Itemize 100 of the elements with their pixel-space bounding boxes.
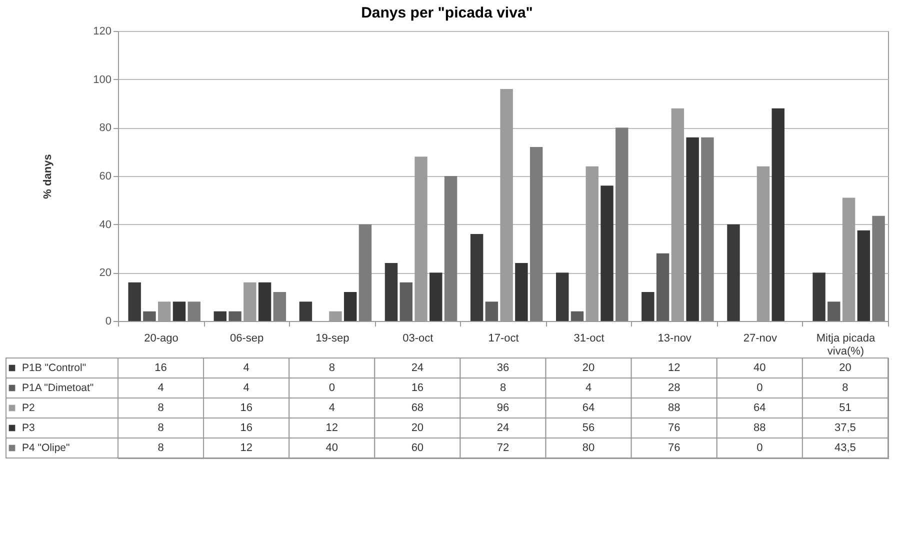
data-label: 8: [158, 442, 164, 454]
data-label: 20: [839, 362, 852, 374]
data-label: 68: [411, 402, 424, 414]
bar: [273, 292, 286, 321]
bar: [444, 176, 458, 321]
data-label: 8: [842, 382, 848, 394]
data-label: 64: [754, 402, 766, 414]
data-label: 8: [328, 362, 335, 374]
legend-label: P3: [22, 422, 36, 434]
bar: [172, 302, 186, 321]
data-label: 4: [243, 382, 250, 394]
data-label: 8: [158, 422, 164, 434]
bar: [344, 292, 357, 321]
data-label: 72: [496, 442, 510, 454]
bar: [600, 186, 614, 321]
bar: [570, 311, 584, 321]
data-label: 60: [411, 442, 424, 454]
data-label: 16: [240, 402, 252, 414]
y-tick-label: 40: [99, 218, 112, 231]
bar: [772, 108, 784, 321]
data-label: 88: [754, 422, 766, 434]
data-label: 36: [496, 362, 510, 374]
bar: [616, 128, 628, 321]
x-tick-label: 17-oct: [488, 332, 519, 344]
data-label: 0: [756, 382, 763, 394]
x-tick-label: 03-oct: [402, 332, 434, 344]
data-label: 12: [668, 362, 680, 374]
bar: [727, 224, 740, 321]
bar: [872, 216, 885, 321]
data-label: 37,5: [834, 422, 856, 434]
data-label: 4: [158, 382, 164, 394]
data-label: 20: [411, 422, 424, 434]
data-label: 40: [754, 362, 766, 374]
bar: [686, 137, 699, 321]
data-label: 4: [328, 402, 335, 414]
bar: [384, 263, 398, 321]
data-label: 96: [496, 402, 510, 414]
bar: [812, 272, 826, 321]
bar: [228, 311, 242, 321]
data-label: 0: [328, 382, 335, 394]
data-label: 80: [582, 442, 595, 454]
data-label: 0: [756, 442, 763, 454]
data-label: 64: [582, 402, 595, 414]
data-label: 51: [839, 402, 852, 414]
bar: [299, 302, 312, 321]
x-tick-label: 31-oct: [574, 332, 604, 344]
x-tick-label: 06-sep: [230, 332, 264, 344]
data-label: 20: [582, 362, 595, 374]
data-label: 24: [496, 422, 510, 434]
data-label: 56: [582, 422, 595, 434]
data-label: 16: [411, 382, 424, 394]
data-label: 28: [668, 382, 680, 394]
bar: [530, 147, 543, 321]
bar: [556, 272, 569, 321]
y-tick-label: 20: [99, 267, 112, 280]
chart-title: Danys per "picada viva": [361, 4, 533, 22]
y-axis-title: % danys: [42, 154, 54, 199]
data-label: 8: [158, 402, 164, 414]
bar: [470, 234, 484, 321]
bar: [214, 311, 227, 321]
data-label: 12: [240, 442, 252, 454]
x-tick-label: 19-sep: [316, 332, 350, 344]
x-tick-label: 27-nov: [743, 332, 778, 344]
bar: [188, 302, 200, 321]
data-label: 76: [668, 422, 680, 434]
bar: [857, 230, 870, 321]
data-label: 8: [500, 382, 506, 394]
bar: [485, 302, 498, 321]
x-tick-label: Mitja picada viva(%): [816, 332, 876, 358]
y-tick-label: 80: [99, 122, 112, 134]
data-label: 16: [240, 422, 252, 434]
data-label: 76: [668, 442, 680, 454]
bar: [400, 282, 412, 321]
data-label: 4: [243, 362, 250, 374]
data-label: 16: [154, 362, 167, 374]
legend-label: P2: [22, 402, 36, 414]
y-tick-label: 100: [93, 74, 112, 86]
bar: [430, 272, 442, 321]
bar: [143, 311, 156, 321]
bar: [258, 282, 272, 321]
data-label: 12: [326, 422, 338, 434]
bar: [701, 137, 714, 321]
legend-label: P4 "Olipe": [22, 442, 70, 454]
data-label: 88: [668, 402, 680, 414]
bar: [642, 292, 654, 321]
bar: [515, 263, 528, 321]
x-tick-label: 20-ago: [144, 332, 178, 344]
data-label: 4: [585, 382, 592, 394]
bar: [828, 302, 840, 321]
data-label: 43,5: [834, 442, 856, 454]
data-label: 24: [411, 362, 424, 374]
y-tick-label: 60: [99, 170, 112, 182]
y-tick-label: 120: [93, 26, 112, 38]
x-tick-label: 13-nov: [658, 332, 692, 344]
bar: [128, 282, 141, 321]
data-label: 40: [326, 442, 338, 454]
bar: [358, 224, 372, 321]
legend-label: P1A "Dimetoat": [22, 382, 94, 394]
legend-label: P1B "Control": [22, 362, 86, 374]
y-tick-label: 0: [105, 316, 112, 328]
